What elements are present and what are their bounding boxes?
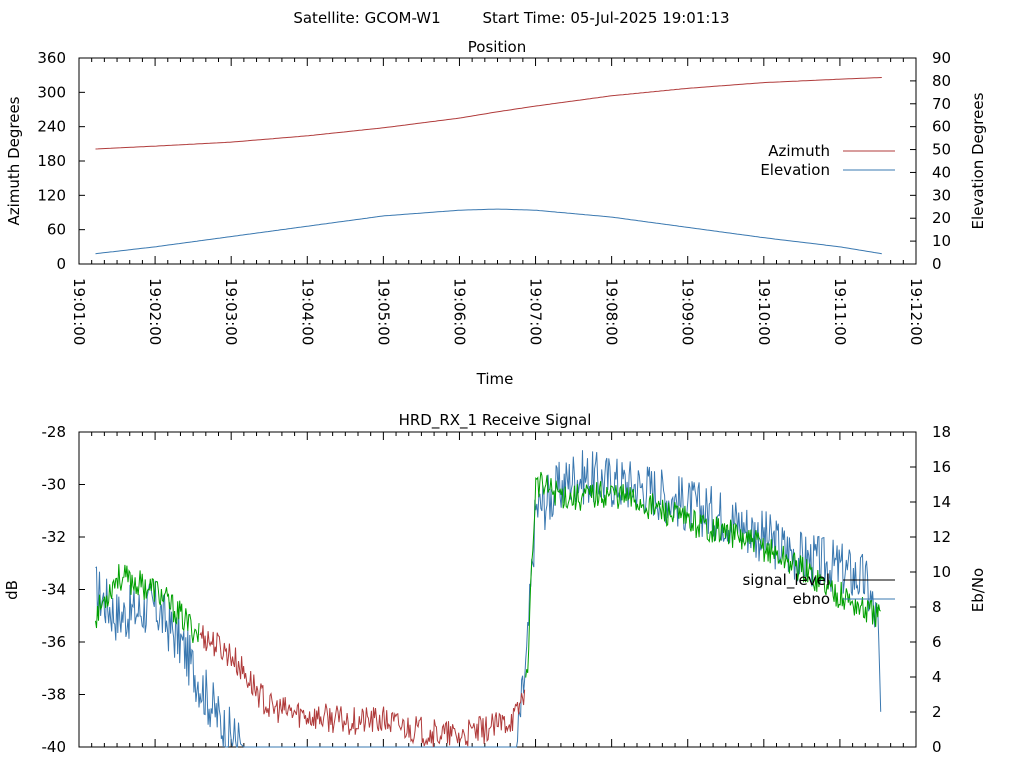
y-tick-label: -30 <box>42 476 67 494</box>
receive-legend: signal_level ebno <box>742 571 895 608</box>
y2-tick-label: 80 <box>932 72 951 90</box>
y2-tick-label: 70 <box>932 95 951 113</box>
position-y-axis: 0 60 120 180 240 300 360 <box>37 49 85 273</box>
receive-series <box>95 450 882 748</box>
x-tick-label: 19:03:00 <box>222 278 240 345</box>
x-tick-label: 19:05:00 <box>374 278 392 345</box>
position-y2-axis: 0 10 20 30 40 50 60 70 80 90 <box>910 49 951 273</box>
position-series <box>95 77 882 255</box>
x-tick-label: 19:04:00 <box>298 278 316 345</box>
y-tick-label: 360 <box>37 49 66 67</box>
y2-tick-label: 20 <box>932 209 951 227</box>
y-tick-label: -32 <box>42 528 67 546</box>
x-tick-label: 19:07:00 <box>527 278 545 345</box>
y2-tick-label: 0 <box>932 738 942 756</box>
y2-tick-label: 10 <box>932 232 951 250</box>
series-line-ebno <box>95 450 882 748</box>
position-chart: Position 0 60 120 180 240 300 360 0 10 20 30 40 50 6… <box>5 38 987 388</box>
y2-tick-label: 60 <box>932 118 951 136</box>
y-tick-label: -28 <box>42 423 67 441</box>
x-tick-label: 19:11:00 <box>831 278 849 345</box>
receive-x-axis <box>78 432 917 747</box>
x-tick-label: 19:01:00 <box>70 278 88 345</box>
y-tick-label: 120 <box>37 186 66 204</box>
y2-tick-label: 0 <box>932 255 942 273</box>
y2-tick-label: 14 <box>932 493 951 511</box>
receive-y2-axis: 0 2 4 6 8 10 12 14 16 18 <box>910 423 951 756</box>
y-tick-label: -40 <box>42 738 67 756</box>
position-y-axis-label: Azimuth Degrees <box>5 96 23 225</box>
y2-tick-label: 16 <box>932 458 951 476</box>
x-tick-label: 19:08:00 <box>603 278 621 345</box>
receive-plot-frame <box>78 431 917 748</box>
x-tick-label: 19:06:00 <box>450 278 468 345</box>
legend-label-azimuth: Azimuth <box>768 142 830 160</box>
receive-signal-chart: HRD_RX_1 Receive Signal -28-30-32-34-36-… <box>3 411 987 756</box>
legend-label-ebno: ebno <box>793 590 830 608</box>
x-tick-label: 19:10:00 <box>755 278 773 345</box>
y2-tick-label: 30 <box>932 186 951 204</box>
series-line-signal-level-locked <box>95 471 881 678</box>
header-start-time: Start Time: 05-Jul-2025 19:01:13 <box>482 9 729 27</box>
y-tick-label: 60 <box>47 221 66 239</box>
x-tick-label: 19:12:00 <box>907 278 925 345</box>
y2-tick-label: 50 <box>932 141 951 159</box>
y-tick-label: -34 <box>42 581 67 599</box>
legend-label-elevation: Elevation <box>760 161 830 179</box>
y-tick-label: 240 <box>37 118 66 136</box>
x-tick-label: 19:02:00 <box>146 278 164 345</box>
position-legend: Azimuth Elevation <box>760 142 895 179</box>
y2-tick-label: 40 <box>932 163 951 181</box>
y2-tick-label: 12 <box>932 528 951 546</box>
receive-y-axis: -28 -30 -32 -34 -36 -38 -40 <box>42 423 85 756</box>
receive-y-axis-label: dB <box>3 580 21 600</box>
y-tick-label: 0 <box>56 255 66 273</box>
y2-tick-label: 10 <box>932 563 951 581</box>
y2-tick-label: 90 <box>932 49 951 67</box>
series-line-azimuth <box>95 77 882 150</box>
y2-tick-label: 18 <box>932 423 951 441</box>
y-tick-label: -36 <box>42 633 67 651</box>
position-x-axis-label: Time <box>476 370 514 388</box>
header-satellite: Satellite: GCOM-W1 <box>293 9 440 27</box>
receive-y2-axis-label: Eb/No <box>969 568 987 612</box>
y-tick-label: 300 <box>37 83 66 101</box>
y2-tick-label: 2 <box>932 703 942 721</box>
y2-tick-label: 6 <box>932 633 942 651</box>
x-tick-label: 19:09:00 <box>679 278 697 345</box>
position-y2-axis-label: Elevation Degrees <box>969 92 987 229</box>
series-line-elevation <box>95 208 882 255</box>
legend-label-signal-level: signal_level <box>742 571 830 590</box>
y2-tick-label: 8 <box>932 598 942 616</box>
y2-tick-label: 4 <box>932 668 942 686</box>
receive-signal-chart-title: HRD_RX_1 Receive Signal <box>399 411 592 430</box>
position-x-axis: 19:01:00 19:02:00 19:03:00 19:04:00 19:05:00… <box>70 58 925 345</box>
series-line-signal-level <box>199 625 526 748</box>
position-chart-title: Position <box>468 38 526 56</box>
y-tick-label: 180 <box>37 152 66 170</box>
y-tick-label: -38 <box>42 686 67 704</box>
